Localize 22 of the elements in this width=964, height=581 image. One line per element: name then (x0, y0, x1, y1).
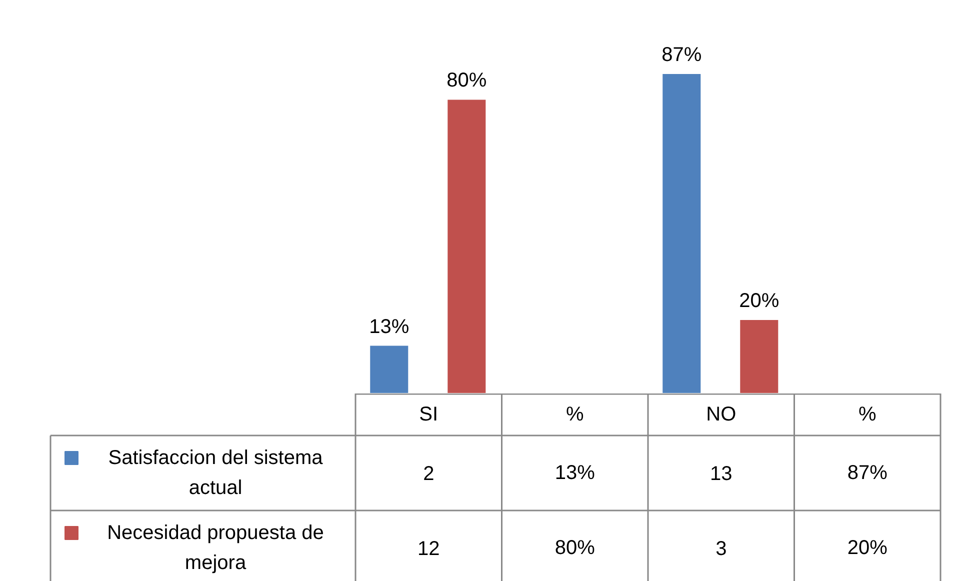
bar (370, 346, 408, 393)
text: 13% (554, 462, 596, 484)
text: 13 (710, 463, 732, 485)
data-label: 20% (739, 290, 780, 312)
bar (448, 100, 486, 393)
x-tick-label: SI (419, 404, 438, 426)
text: 80% (554, 537, 596, 559)
text: 12 (418, 538, 440, 560)
data-label: 87% (662, 44, 702, 66)
data-label: 80% (446, 70, 487, 92)
bar (662, 74, 701, 393)
legend-label: Necesidad propuesta de mejora (107, 522, 324, 574)
x-tick-label: NO (706, 404, 736, 426)
text: 2 (423, 463, 434, 485)
text: 20% (847, 537, 888, 559)
x-tick-label: % (858, 404, 876, 426)
x-tick-label: % (566, 404, 584, 426)
text: 87% (847, 462, 888, 484)
bar (740, 320, 778, 393)
legend-label: Satisfaccion del sistema actual (108, 447, 324, 499)
text: 3 (716, 538, 727, 560)
data-label: 13% (369, 316, 410, 338)
